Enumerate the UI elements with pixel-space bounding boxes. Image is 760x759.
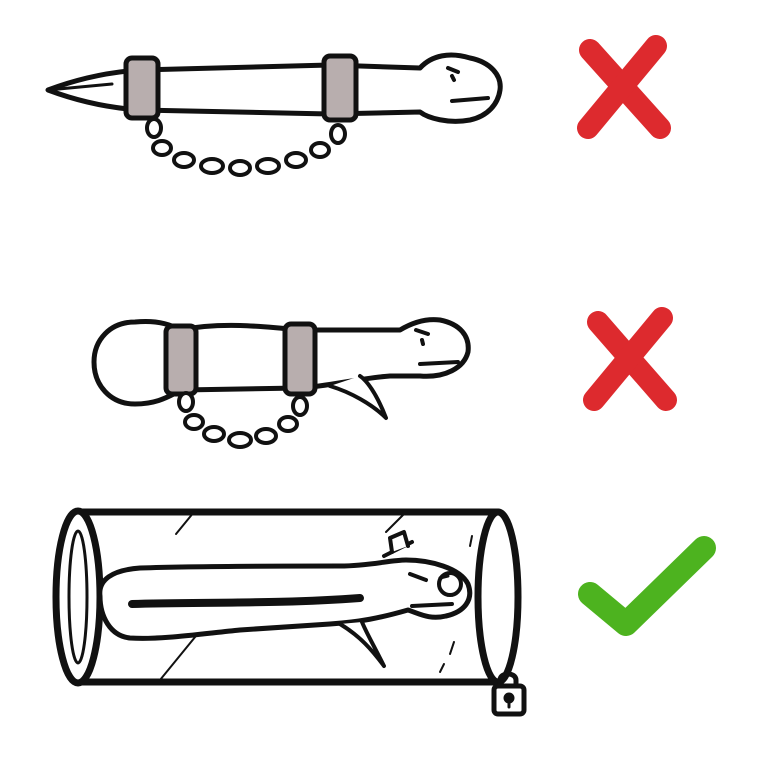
tube-creature-mouth bbox=[410, 602, 454, 608]
tube-left-end bbox=[52, 507, 104, 687]
cuff-right bbox=[282, 321, 318, 397]
round-creature-eye bbox=[414, 328, 430, 346]
monocle-icon bbox=[437, 571, 463, 597]
panel-handcuffed-slim-creature bbox=[45, 52, 503, 177]
slim-creature-mouth bbox=[450, 96, 490, 103]
handcuff-chain bbox=[145, 117, 347, 177]
panel-creature-in-locked-tube bbox=[52, 507, 527, 717]
slim-creature-eye bbox=[446, 66, 460, 82]
cuff-right bbox=[321, 53, 359, 123]
panel-handcuffed-round-creature bbox=[91, 317, 471, 449]
red-x-icon bbox=[577, 35, 671, 139]
round-creature-body bbox=[91, 317, 471, 407]
top-hat-icon bbox=[382, 530, 414, 558]
round-creature-fin bbox=[328, 374, 388, 420]
red-x-icon bbox=[583, 307, 677, 411]
cuff-left bbox=[123, 55, 161, 121]
round-creature-mouth bbox=[418, 360, 460, 366]
handcuff-chain bbox=[177, 391, 309, 449]
padlock-icon bbox=[491, 671, 527, 717]
tube-right-end bbox=[474, 508, 522, 686]
tube-creature-fin bbox=[338, 620, 386, 668]
glass-tube bbox=[74, 508, 502, 686]
green-check-icon bbox=[578, 536, 716, 636]
cuff-left bbox=[163, 323, 199, 397]
slim-creature-body bbox=[45, 52, 503, 124]
